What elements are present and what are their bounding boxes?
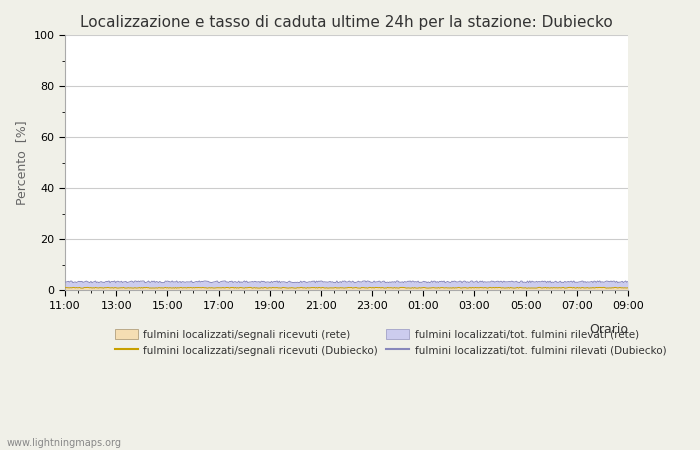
Text: Orario: Orario xyxy=(589,324,628,337)
Y-axis label: Percento  [%]: Percento [%] xyxy=(15,121,28,205)
Legend: fulmini localizzati/segnali ricevuti (rete), fulmini localizzati/segnali ricevut: fulmini localizzati/segnali ricevuti (re… xyxy=(116,328,666,356)
Title: Localizzazione e tasso di caduta ultime 24h per la stazione: Dubiecko: Localizzazione e tasso di caduta ultime … xyxy=(80,15,612,30)
Text: www.lightningmaps.org: www.lightningmaps.org xyxy=(7,438,122,448)
